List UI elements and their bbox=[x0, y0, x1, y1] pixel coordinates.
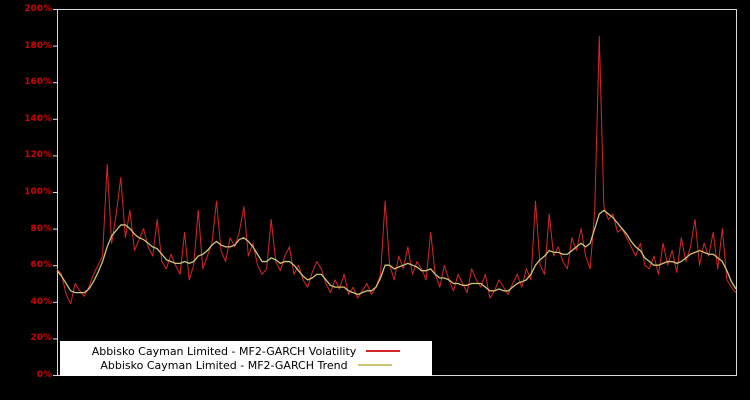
y-tick-label: 80% bbox=[30, 223, 52, 234]
plot-border bbox=[57, 9, 737, 376]
trend-line bbox=[56, 209, 737, 296]
y-tick-label: 200% bbox=[24, 4, 52, 14]
y-tick-label: 40% bbox=[30, 296, 52, 307]
y-tick-label: 60% bbox=[30, 260, 52, 271]
legend-item-volatility: Abbisko Cayman Limited - MF2-GARCH Volat… bbox=[60, 344, 432, 358]
y-tick-label: 20% bbox=[30, 333, 52, 344]
y-tick-label: 140% bbox=[24, 113, 52, 124]
volatility-line bbox=[56, 35, 737, 305]
y-tick-label: 180% bbox=[24, 40, 52, 51]
y-tick-label: 100% bbox=[24, 187, 52, 197]
legend-label-volatility: Abbisko Cayman Limited - MF2-GARCH Volat… bbox=[91, 344, 357, 358]
legend: Abbisko Cayman Limited - MF2-GARCH Volat… bbox=[60, 341, 432, 376]
legend-item-trend: Abbisko Cayman Limited - MF2-GARCH Trend bbox=[60, 358, 432, 372]
y-axis-ticks bbox=[53, 9, 57, 376]
y-tick-label: 0% bbox=[36, 370, 52, 380]
legend-swatch-volatility bbox=[366, 350, 401, 352]
y-tick-label: 120% bbox=[24, 150, 52, 161]
legend-swatch-trend bbox=[357, 364, 392, 366]
y-tick-label: 160% bbox=[24, 77, 52, 88]
legend-label-trend: Abbisko Cayman Limited - MF2-GARCH Trend bbox=[100, 358, 348, 372]
